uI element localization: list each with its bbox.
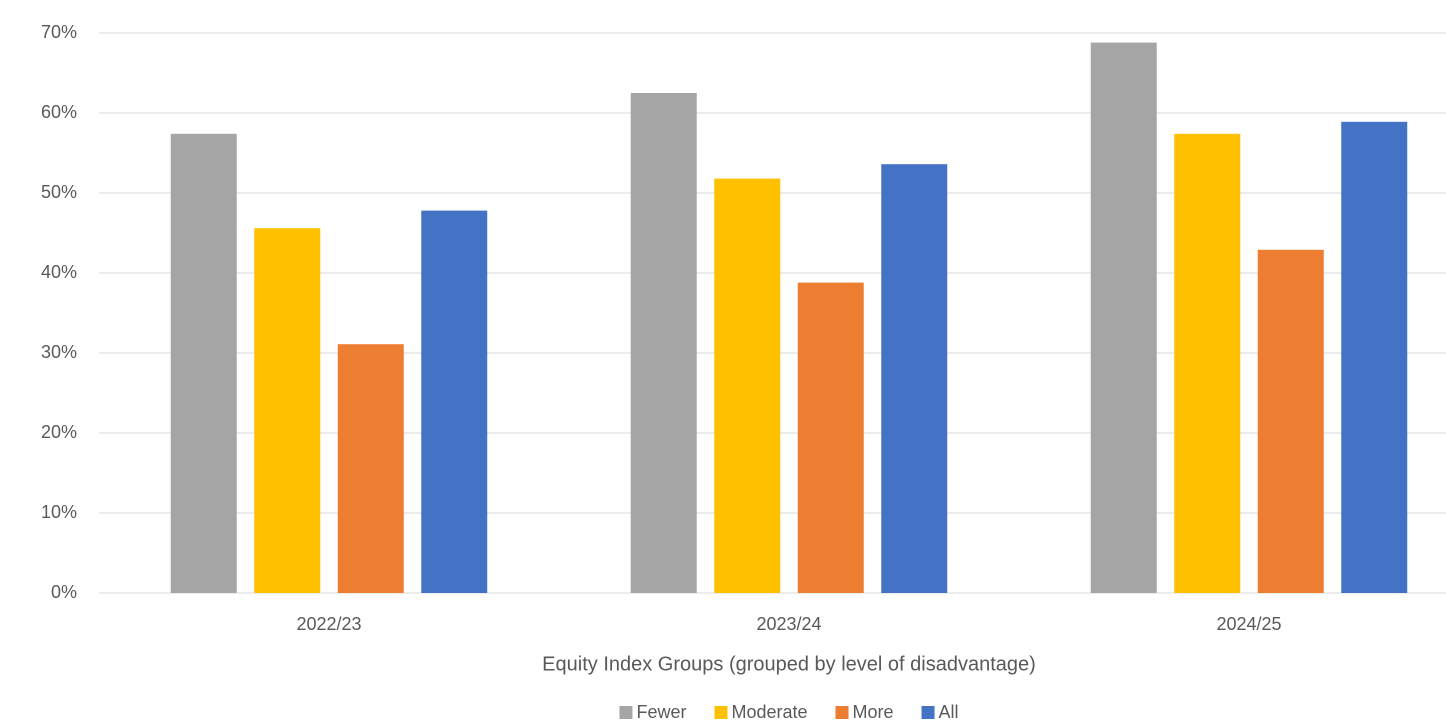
legend-label: More	[853, 702, 894, 722]
legend-swatch	[619, 706, 633, 719]
y-tick-label: 50%	[41, 182, 77, 202]
x-axis-title: Equity Index Groups (grouped by level of…	[542, 653, 1036, 675]
legend-swatch	[714, 706, 728, 719]
bar	[254, 228, 321, 593]
x-tick-label: 2022/23	[296, 614, 361, 634]
bar	[714, 178, 781, 593]
y-tick-label: 30%	[41, 342, 77, 362]
y-tick-label: 20%	[41, 422, 77, 442]
y-tick-label: 0%	[51, 582, 77, 602]
legend-swatch	[921, 706, 935, 719]
bar	[1090, 42, 1157, 594]
y-tick-label: 10%	[41, 502, 77, 522]
bar	[797, 282, 864, 593]
y-tick-label: 40%	[41, 262, 77, 282]
bar	[1257, 249, 1324, 594]
x-tick-label: 2024/25	[1216, 614, 1281, 634]
bar	[170, 133, 237, 594]
bar	[1341, 121, 1408, 594]
bar	[337, 344, 404, 593]
bar	[630, 93, 697, 593]
bar	[1174, 133, 1241, 594]
y-tick-label: 60%	[41, 102, 77, 122]
legend-label: All	[939, 702, 959, 722]
x-tick-label: 2023/24	[756, 614, 821, 634]
legend-label: Fewer	[636, 702, 686, 722]
y-tick-label: 70%	[41, 22, 77, 42]
bar	[881, 164, 948, 593]
legend-swatch	[835, 706, 849, 719]
bar	[421, 210, 488, 593]
legend-label: Moderate	[731, 702, 807, 722]
